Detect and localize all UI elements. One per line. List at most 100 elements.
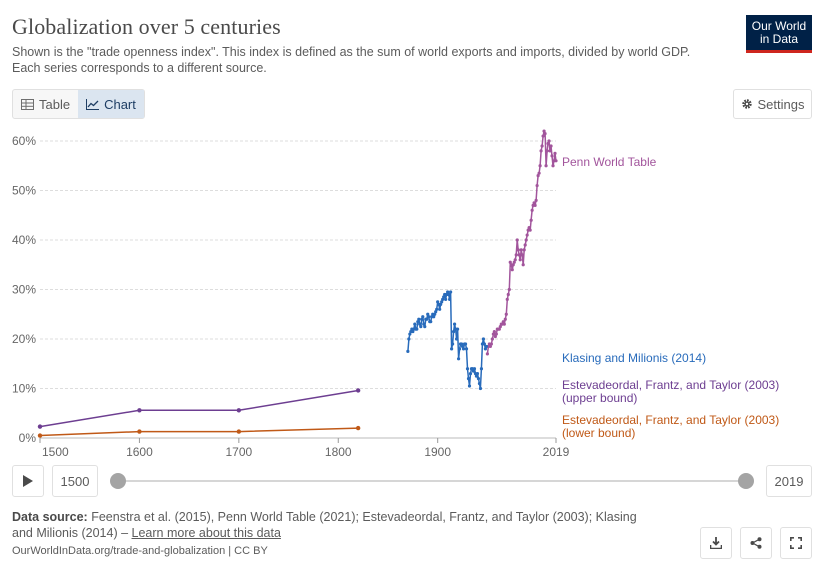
data-point-penn-world-table[interactable] (516, 248, 520, 252)
data-point-penn-world-table[interactable] (534, 198, 538, 202)
data-point-klasing-and-milionis-2014[interactable] (417, 317, 421, 321)
legend-penn-world-table[interactable]: Penn World Table (562, 155, 657, 169)
settings-button[interactable]: Settings (733, 89, 812, 119)
data-point-penn-world-table[interactable] (529, 218, 533, 222)
data-point-penn-world-table[interactable] (547, 139, 551, 143)
data-point-penn-world-table[interactable] (504, 312, 508, 316)
data-point-klasing-and-milionis-2014[interactable] (479, 367, 484, 371)
data-point-penn-world-table[interactable] (522, 248, 526, 252)
data-point-klasing-and-milionis-2014[interactable] (447, 292, 451, 297)
data-point-penn-world-table[interactable] (519, 248, 523, 252)
data-point-penn-world-table[interactable] (507, 287, 511, 292)
data-point-penn-world-table[interactable] (544, 164, 548, 168)
data-point-klasing-and-milionis-2014[interactable] (449, 290, 453, 294)
data-point-klasing-and-milionis-2014[interactable] (435, 307, 439, 311)
share-button[interactable] (740, 527, 772, 559)
data-point-klasing-and-milionis-2014[interactable] (471, 369, 476, 373)
series-line-estevadeordal-frantz-and-taylor-2003-lower-bound[interactable] (39, 427, 359, 437)
data-point-klasing-and-milionis-2014[interactable] (467, 384, 472, 388)
timeline-start-handle[interactable] (110, 473, 126, 489)
data-point-klasing-and-milionis-2014[interactable] (425, 317, 429, 321)
data-point-penn-world-table[interactable] (514, 253, 518, 257)
data-point-penn-world-table[interactable] (539, 149, 543, 153)
data-point-penn-world-table[interactable] (523, 243, 527, 247)
data-point-penn-world-table[interactable] (535, 183, 539, 188)
data-point-penn-world-table[interactable] (543, 131, 547, 136)
end-year-box[interactable]: 2019 (766, 465, 812, 497)
data-point-klasing-and-milionis-2014[interactable] (457, 347, 462, 351)
data-point-klasing-and-milionis-2014[interactable] (419, 325, 423, 329)
data-point-penn-world-table[interactable] (498, 325, 502, 329)
play-button[interactable] (12, 465, 44, 497)
data-point-klasing-and-milionis-2014[interactable] (420, 317, 424, 321)
data-point-klasing-and-milionis-2014[interactable] (441, 297, 445, 301)
data-point-estevadeordal-frantz-and-taylor-2003-upper-bound[interactable] (355, 388, 361, 393)
timeline-end-handle[interactable] (738, 473, 754, 489)
data-point-klasing-and-milionis-2014[interactable] (426, 312, 430, 316)
data-point-klasing-and-milionis-2014[interactable] (472, 367, 477, 371)
download-button[interactable] (700, 527, 732, 559)
data-point-penn-world-table[interactable] (502, 322, 506, 326)
data-point-klasing-and-milionis-2014[interactable] (477, 381, 482, 386)
data-point-klasing-and-milionis-2014[interactable] (418, 322, 422, 326)
data-point-penn-world-table[interactable] (518, 258, 522, 262)
data-point-penn-world-table[interactable] (545, 149, 549, 153)
data-point-klasing-and-milionis-2014[interactable] (451, 342, 455, 346)
data-point-klasing-and-milionis-2014[interactable] (452, 322, 457, 326)
data-point-klasing-and-milionis-2014[interactable] (429, 320, 433, 324)
data-point-klasing-and-milionis-2014[interactable] (436, 300, 440, 304)
data-point-penn-world-table[interactable] (510, 268, 514, 272)
data-point-klasing-and-milionis-2014[interactable] (483, 347, 488, 351)
data-point-klasing-and-milionis-2014[interactable] (459, 342, 464, 346)
data-point-penn-world-table[interactable] (493, 334, 497, 339)
data-point-klasing-and-milionis-2014[interactable] (421, 315, 425, 319)
data-point-klasing-and-milionis-2014[interactable] (446, 290, 450, 294)
data-point-penn-world-table[interactable] (525, 233, 529, 237)
legend-upper-bound-line-2[interactable]: (upper bound) (562, 391, 637, 405)
data-point-penn-world-table[interactable] (490, 337, 494, 341)
data-point-klasing-and-milionis-2014[interactable] (475, 372, 480, 376)
data-point-penn-world-table[interactable] (520, 253, 524, 257)
data-point-penn-world-table[interactable] (497, 327, 501, 331)
data-point-penn-world-table[interactable] (517, 253, 521, 257)
data-point-penn-world-table[interactable] (533, 203, 537, 207)
data-point-klasing-and-milionis-2014[interactable] (463, 342, 468, 346)
data-point-penn-world-table[interactable] (548, 149, 552, 153)
fullscreen-button[interactable] (780, 527, 812, 559)
data-point-klasing-and-milionis-2014[interactable] (433, 312, 437, 316)
data-point-penn-world-table[interactable] (494, 332, 498, 336)
data-point-penn-world-table[interactable] (538, 164, 542, 168)
data-point-klasing-and-milionis-2014[interactable] (448, 297, 452, 301)
data-point-penn-world-table[interactable] (536, 174, 540, 178)
data-point-klasing-and-milionis-2014[interactable] (427, 315, 431, 319)
data-point-klasing-and-milionis-2014[interactable] (408, 332, 412, 336)
data-point-klasing-and-milionis-2014[interactable] (482, 342, 487, 346)
data-point-penn-world-table[interactable] (537, 171, 541, 175)
data-point-penn-world-table[interactable] (540, 144, 544, 148)
data-point-penn-world-table[interactable] (515, 238, 519, 242)
data-point-klasing-and-milionis-2014[interactable] (415, 327, 419, 331)
data-point-klasing-and-milionis-2014[interactable] (438, 307, 442, 311)
owid-logo[interactable]: Our World in Data (746, 15, 812, 53)
data-point-penn-world-table[interactable] (485, 352, 489, 356)
data-point-estevadeordal-frantz-and-taylor-2003-upper-bound[interactable] (236, 408, 242, 413)
data-point-penn-world-table[interactable] (491, 332, 495, 336)
data-point-penn-world-table[interactable] (530, 208, 534, 212)
data-point-klasing-and-milionis-2014[interactable] (455, 327, 460, 331)
tab-chart[interactable]: Chart (78, 90, 144, 118)
data-point-klasing-and-milionis-2014[interactable] (413, 322, 417, 326)
data-point-klasing-and-milionis-2014[interactable] (451, 329, 456, 334)
data-point-klasing-and-milionis-2014[interactable] (440, 300, 444, 304)
legend-lower-bound-line-1[interactable]: Estevadeordal, Frantz, and Taylor (2003) (562, 413, 779, 427)
data-point-penn-world-table[interactable] (501, 320, 505, 324)
data-point-klasing-and-milionis-2014[interactable] (439, 302, 443, 306)
data-point-penn-world-table[interactable] (528, 228, 532, 232)
data-point-penn-world-table[interactable] (551, 164, 555, 168)
data-point-klasing-and-milionis-2014[interactable] (476, 377, 481, 381)
data-point-estevadeordal-frantz-and-taylor-2003-lower-bound[interactable] (355, 425, 361, 431)
data-point-klasing-and-milionis-2014[interactable] (411, 329, 415, 334)
data-point-klasing-and-milionis-2014[interactable] (461, 347, 466, 351)
tab-table[interactable]: Table (13, 90, 78, 118)
data-point-penn-world-table[interactable] (546, 141, 550, 146)
timeline-track[interactable] (118, 480, 746, 482)
